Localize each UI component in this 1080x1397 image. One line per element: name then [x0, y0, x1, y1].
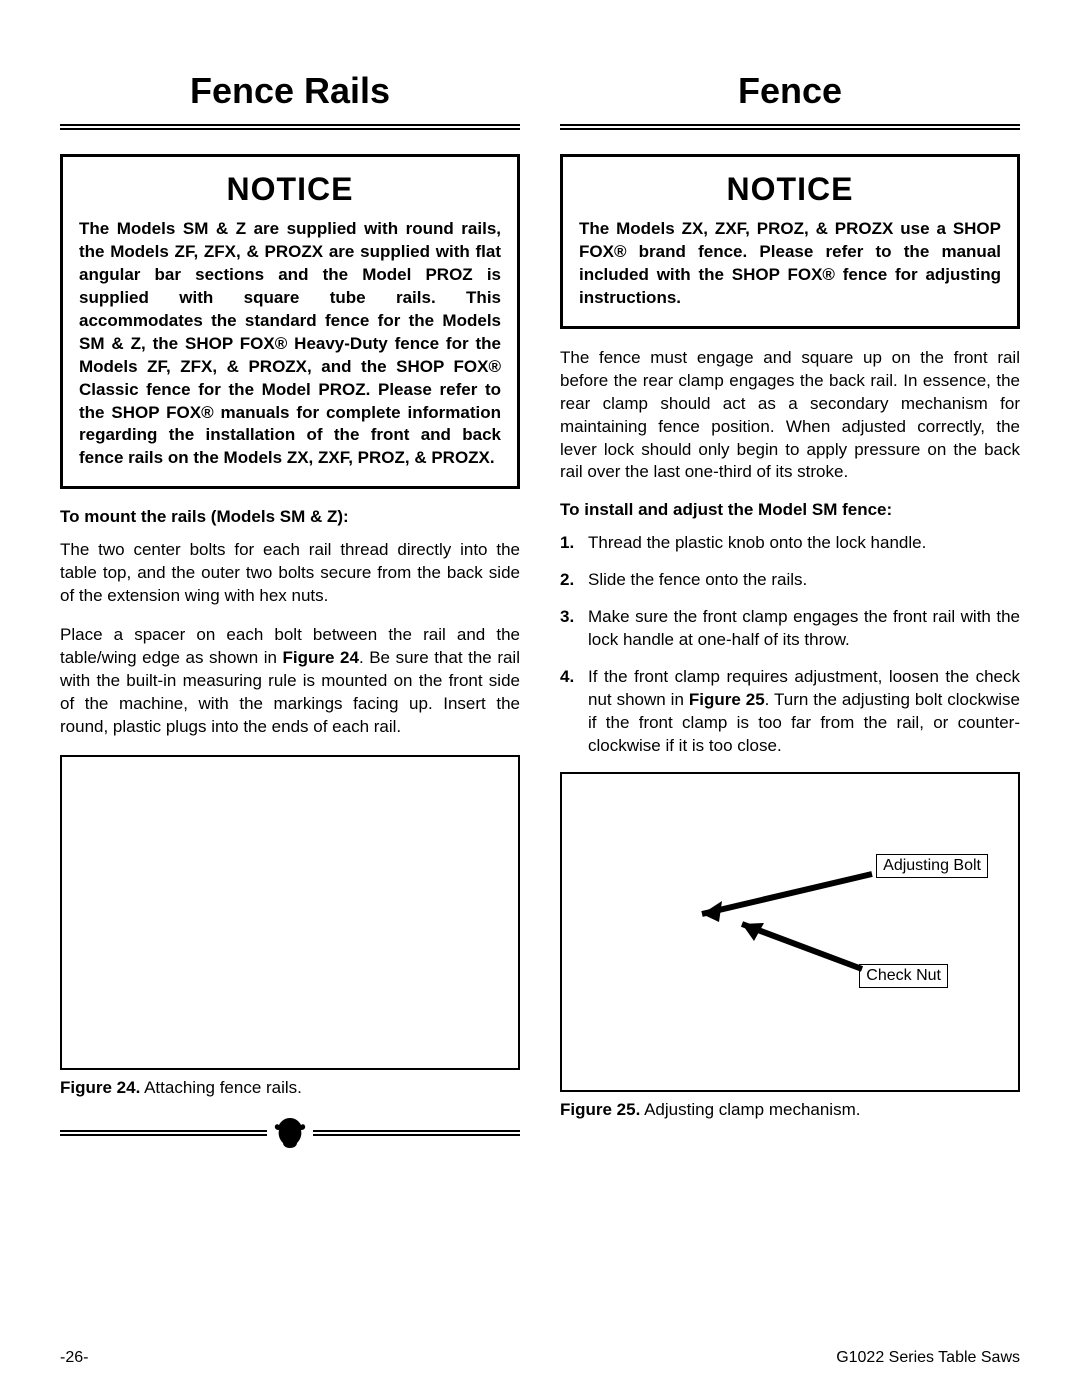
right-paragraph-1: The fence must engage and square up on t…: [560, 347, 1020, 485]
step-text: Make sure the front clamp engages the fr…: [588, 607, 1020, 649]
step-text: Slide the fence onto the rails.: [588, 570, 807, 589]
figure-25-box: Adjusting Bolt Check Nut: [560, 772, 1020, 1092]
right-subheading: To install and adjust the Model SM fence…: [560, 500, 1020, 520]
list-item: 4. If the front clamp requires adjustmen…: [560, 666, 1020, 758]
left-column: Fence Rails NOTICE The Models SM & Z are…: [60, 70, 520, 1150]
right-notice-text: The Models ZX, ZXF, PROZ, & PROZX use a …: [579, 218, 1001, 310]
step-number: 4.: [560, 666, 574, 689]
left-section-title: Fence Rails: [60, 70, 520, 112]
left-notice-text: The Models SM & Z are supplied with roun…: [79, 218, 501, 470]
right-section-title: Fence: [560, 70, 1020, 112]
callout-arrows-icon: [562, 774, 1018, 1090]
figure-24-box: [60, 755, 520, 1070]
right-notice-heading: NOTICE: [579, 171, 1001, 208]
right-notice-box: NOTICE The Models ZX, ZXF, PROZ, & PROZX…: [560, 154, 1020, 329]
step-text: Thread the plastic knob onto the lock ha…: [588, 533, 926, 552]
figure-24-label: Figure 24.: [60, 1078, 140, 1097]
list-item: 3. Make sure the front clamp engages the …: [560, 606, 1020, 652]
left-notice-box: NOTICE The Models SM & Z are supplied wi…: [60, 154, 520, 489]
rule-line-right: [313, 1130, 520, 1136]
step-number: 1.: [560, 532, 574, 555]
list-item: 2. Slide the fence onto the rails.: [560, 569, 1020, 592]
figure-24-text: Attaching fence rails.: [140, 1078, 302, 1097]
document-title: G1022 Series Table Saws: [836, 1349, 1020, 1367]
step-number: 3.: [560, 606, 574, 629]
left-subheading: To mount the rails (Models SM & Z):: [60, 507, 520, 527]
decorative-footer-rule: [60, 1116, 520, 1150]
figure-25-text: Adjusting clamp mechanism.: [640, 1100, 860, 1119]
left-notice-heading: NOTICE: [79, 171, 501, 208]
install-steps-list: 1. Thread the plastic knob onto the lock …: [560, 532, 1020, 758]
figure-ref: Figure 25: [689, 690, 765, 709]
left-paragraph-1: The two center bolts for each rail threa…: [60, 539, 520, 608]
figure-25-label: Figure 25.: [560, 1100, 640, 1119]
list-item: 1. Thread the plastic knob onto the lock …: [560, 532, 1020, 555]
figure-24-caption: Figure 24. Attaching fence rails.: [60, 1078, 520, 1098]
page-root: Fence Rails NOTICE The Models SM & Z are…: [0, 0, 1080, 1397]
left-title-rule: [60, 124, 520, 130]
page-footer: -26- G1022 Series Table Saws: [60, 1349, 1020, 1367]
right-title-rule: [560, 124, 1020, 130]
step-number: 2.: [560, 569, 574, 592]
bear-logo-icon: [273, 1116, 307, 1150]
figure-ref: Figure 24: [283, 648, 359, 667]
page-number: -26-: [60, 1349, 88, 1367]
rule-line-left: [60, 1130, 267, 1136]
figure-25-caption: Figure 25. Adjusting clamp mechanism.: [560, 1100, 1020, 1120]
right-column: Fence NOTICE The Models ZX, ZXF, PROZ, &…: [560, 70, 1020, 1150]
left-paragraph-2: Place a spacer on each bolt between the …: [60, 624, 520, 739]
two-column-layout: Fence Rails NOTICE The Models SM & Z are…: [60, 70, 1020, 1150]
